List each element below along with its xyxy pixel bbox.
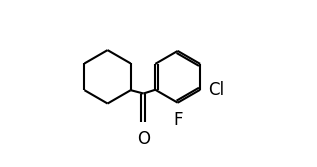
Text: F: F: [173, 111, 183, 129]
Text: Cl: Cl: [208, 81, 224, 99]
Text: O: O: [137, 130, 150, 148]
